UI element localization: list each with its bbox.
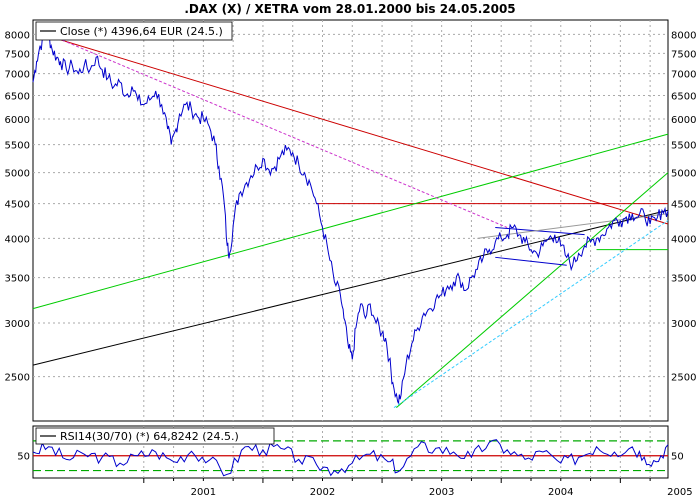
- trend-line: [42, 33, 669, 225]
- rsi-y-tick-left: 50: [17, 452, 30, 463]
- price-series: [32, 31, 669, 404]
- y-tick-left: 3000: [5, 319, 30, 330]
- trend-line: [393, 220, 669, 409]
- rsi-series: [32, 439, 669, 477]
- y-tick-right: 3500: [671, 274, 696, 285]
- price-legend: Close (*) 4396,64 EUR (24.5.): [35, 21, 233, 41]
- y-tick-right: 6500: [671, 91, 696, 102]
- x-axis: 2001 2002 2003 2004 2005: [143, 478, 693, 498]
- y-tick-right: 2500: [671, 373, 696, 384]
- trend-line: [32, 209, 669, 366]
- y-tick-right: 4500: [671, 200, 696, 211]
- y-tick-left: 3500: [5, 274, 30, 285]
- price-grid: [33, 20, 668, 421]
- x-tick-label: 2003: [429, 487, 454, 498]
- price-panel: [32, 19, 669, 422]
- y-tick-right: 3000: [671, 319, 696, 330]
- y-tick-left: 6000: [5, 115, 30, 126]
- y-tick-left: 5500: [5, 141, 30, 152]
- rsi-line: [32, 439, 669, 477]
- y-tick-right: 4000: [671, 234, 696, 245]
- trend-line: [396, 172, 669, 409]
- price-line: [32, 31, 669, 404]
- y-tick-left: 4000: [5, 234, 30, 245]
- x-tick-label: 2005: [667, 487, 692, 498]
- trend-lines: [32, 33, 669, 409]
- y-tick-left: 8000: [5, 30, 30, 41]
- y-tick-left: 4500: [5, 200, 30, 211]
- y-tick-left: 7000: [5, 70, 30, 81]
- price-y-axis: 2500 2500 3000 3000 3500 3500 4000 4000 4500 4500…: [5, 30, 697, 383]
- y-tick-right: 5500: [671, 141, 696, 152]
- y-tick-left: 7500: [5, 49, 30, 60]
- chart-title: .DAX (X) / XETRA vom 28.01.2000 bis 24.0…: [184, 2, 515, 16]
- x-tick-label: 2001: [191, 487, 216, 498]
- y-tick-right: 8000: [671, 30, 696, 41]
- x-tick-label: 2002: [310, 487, 335, 498]
- trend-line: [32, 133, 669, 310]
- rsi-grid: [143, 426, 651, 478]
- y-tick-left: 6500: [5, 91, 30, 102]
- rsi-legend: RSI14(30/70) (*) 64,8242 (24.5.): [35, 427, 275, 445]
- trend-line: [495, 256, 567, 266]
- y-tick-right: 6000: [671, 115, 696, 126]
- x-tick-label: 2004: [548, 487, 573, 498]
- y-tick-left: 5000: [5, 169, 30, 180]
- rsi-y-tick-right: 50: [671, 452, 684, 463]
- rsi-levels: [33, 440, 668, 472]
- trend-line: [48, 33, 508, 228]
- y-tick-right: 5000: [671, 169, 696, 180]
- rsi-y-axis: 50 50: [17, 452, 683, 463]
- y-tick-right: 7000: [671, 70, 696, 81]
- price-legend-label: Close (*) 4396,64 EUR (24.5.): [60, 25, 223, 38]
- y-tick-right: 7500: [671, 49, 696, 60]
- rsi-legend-label: RSI14(30/70) (*) 64,8242 (24.5.): [60, 430, 239, 443]
- y-tick-left: 2500: [5, 373, 30, 384]
